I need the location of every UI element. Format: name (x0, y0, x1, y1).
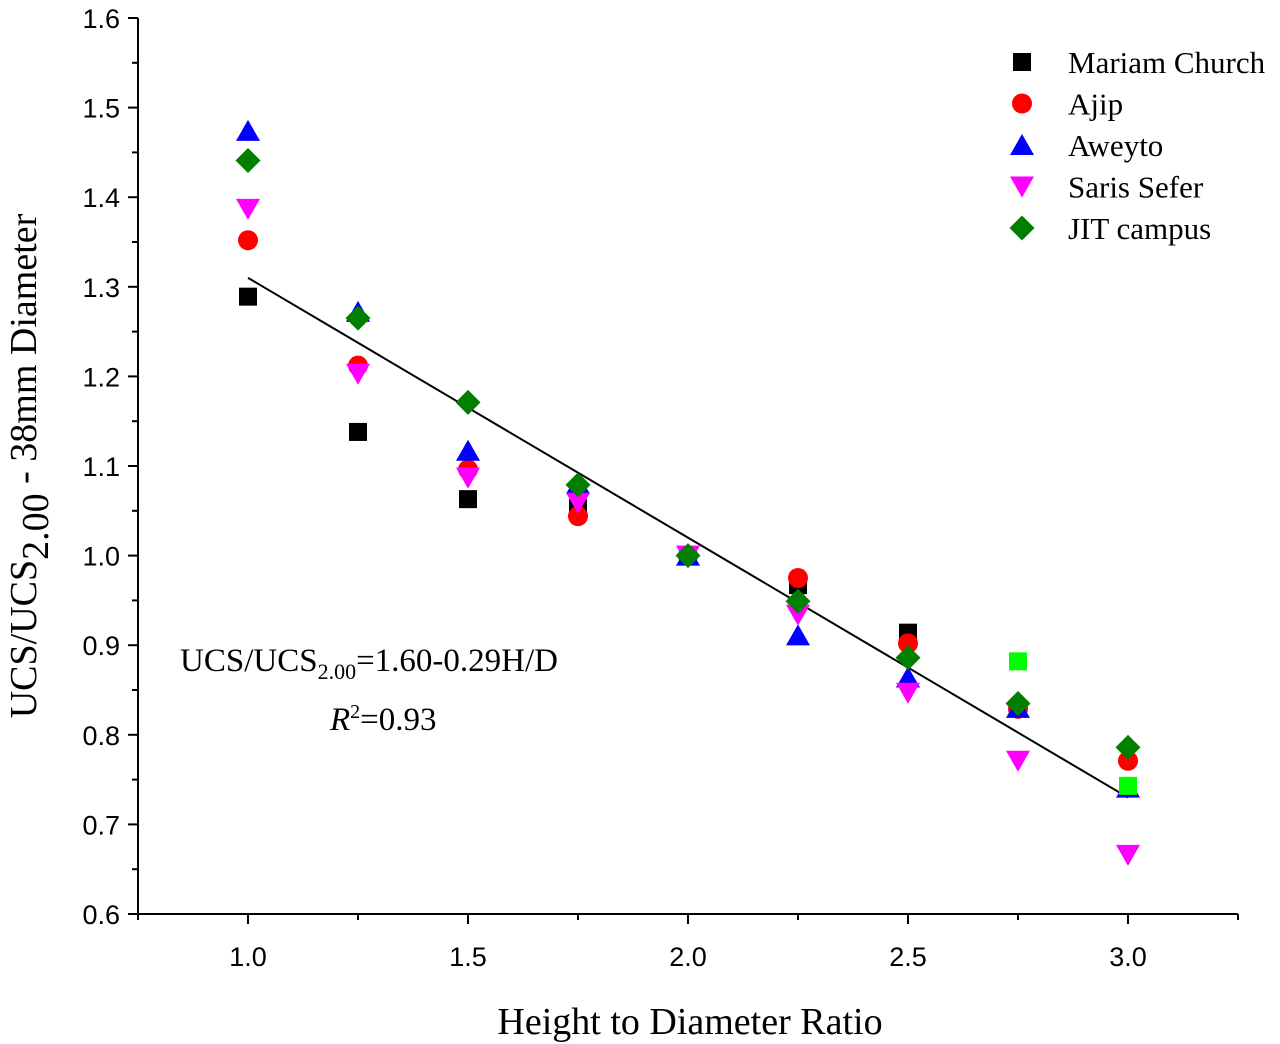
legend-label: JIT campus (1068, 211, 1211, 246)
data-point (1115, 734, 1141, 760)
data-point (786, 624, 810, 646)
data-point (346, 363, 370, 385)
data-point (236, 119, 260, 141)
data-point (456, 439, 480, 461)
data-point (788, 568, 808, 588)
fit-equation: UCS/UCS2.00=1.60-0.29H/D (180, 643, 558, 684)
legend-marker (1009, 215, 1035, 241)
y-tick-label: 0.7 (82, 810, 120, 840)
x-tick-label: 1.0 (229, 942, 267, 972)
data-point (1006, 750, 1030, 772)
legend-label: Aweyto (1068, 128, 1163, 163)
y-tick-label: 1.3 (82, 273, 120, 303)
r-squared: R2=0.93 (329, 701, 437, 738)
x-tick-label: 2.5 (889, 942, 927, 972)
tick-labels: 1.0 1.5 2.0 2.5 3.0 0.6 0.7 0.8 0.9 1.0 1.1 1.2 1.3 1… (82, 4, 1146, 972)
y-tick-label: 0.8 (82, 721, 120, 751)
legend-label: Saris Sefer (1068, 170, 1204, 205)
data-point (1119, 776, 1137, 795)
legend-label: Mariam Church (1068, 45, 1266, 80)
data-point (896, 682, 920, 704)
data-point (895, 645, 921, 671)
axes (128, 17, 1239, 924)
legend-marker (1010, 176, 1034, 198)
data-point (349, 422, 367, 441)
series-4 (235, 147, 1141, 760)
data-point (235, 147, 261, 173)
data-point (238, 230, 258, 251)
data-point (786, 604, 810, 626)
data-point (1005, 690, 1031, 716)
data-point (345, 305, 371, 331)
data-point (675, 543, 701, 569)
data-point (1116, 844, 1140, 866)
legend-marker (1010, 134, 1034, 155)
y-tick-label: 0.9 (82, 631, 120, 661)
y-tick-label: 1.0 (82, 542, 120, 572)
data-point (455, 389, 481, 415)
y-tick-label: 1.5 (82, 94, 120, 124)
y-tick-label: 1.6 (82, 4, 120, 34)
y-tick-label: 1.2 (82, 362, 120, 392)
data-point (565, 472, 591, 498)
fit-line (247, 276, 1129, 799)
legend-marker (1012, 93, 1032, 114)
legend-marker (1013, 53, 1031, 71)
data-point (896, 666, 920, 688)
y-axis-label: UCS/UCS2.00 - 38mm Diameter (3, 213, 57, 718)
data-point (898, 633, 918, 654)
legend-label: Ajip (1068, 87, 1123, 122)
x-tick-label: 2.0 (669, 942, 707, 972)
series-5 (1009, 652, 1137, 795)
data-point (239, 287, 257, 306)
data-point (459, 490, 477, 509)
x-tick-label: 3.0 (1109, 942, 1147, 972)
legend: Mariam Church Ajip Aweyto Saris Sefer JIT ca… (1009, 45, 1266, 246)
data-point (566, 492, 590, 514)
x-tick-label: 1.5 (449, 942, 487, 972)
y-tick-label: 1.4 (82, 183, 120, 213)
data-point (568, 506, 588, 527)
y-tick-label: 0.6 (82, 900, 120, 930)
data-point (456, 467, 480, 489)
series-0 (239, 287, 917, 642)
series-3 (236, 198, 1140, 866)
data-points (235, 119, 1141, 866)
data-point (236, 198, 260, 220)
series-2 (236, 119, 1140, 798)
data-point (1118, 750, 1138, 771)
data-point (785, 588, 811, 614)
series-1 (238, 230, 1138, 771)
x-axis-label: Height to Diameter Ratio (497, 1001, 882, 1043)
data-point (1009, 652, 1027, 671)
y-tick-label: 1.1 (82, 452, 120, 482)
